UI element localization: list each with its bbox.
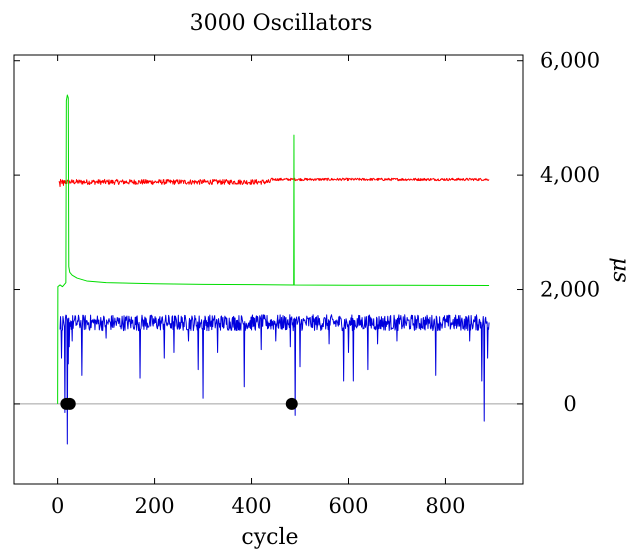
ticks: 0 200 400 600 800 0 2,000 4,000 6,000	[14, 49, 600, 518]
x-tick-label-1: 200	[135, 494, 175, 518]
y-tick-label-0: 0	[563, 392, 576, 416]
plot-frame	[13, 54, 524, 485]
y-tick-label-1: 2,000	[540, 278, 600, 302]
series-line-1	[57, 94, 490, 404]
series-line-0	[58, 177, 490, 188]
y-tick-label-3: 6,000	[540, 49, 600, 73]
y-tick-label-2: 4,000	[540, 163, 600, 187]
marker-point-2	[285, 397, 298, 410]
x-tick-label-2: 400	[231, 494, 271, 518]
y-axis-label: μs	[608, 257, 633, 283]
x-axis-label: cycle	[241, 525, 298, 550]
plot-area	[14, 94, 523, 445]
marker-point-1	[63, 397, 76, 410]
series-line-2	[59, 314, 490, 445]
x-tick-label-3: 600	[328, 494, 368, 518]
x-tick-label-0: 0	[51, 494, 64, 518]
x-tick-label-4: 800	[425, 494, 465, 518]
chart-title: 3000 Oscillators	[190, 11, 373, 36]
